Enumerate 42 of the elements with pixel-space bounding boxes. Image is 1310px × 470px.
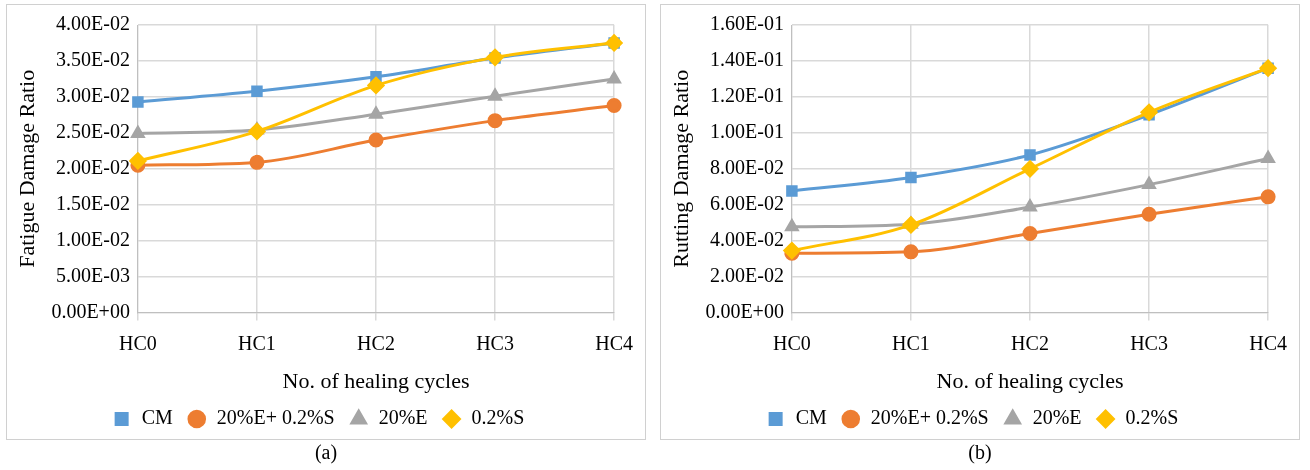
text: (b) xyxy=(967,440,993,464)
x-axis-title: No. of healing cycles xyxy=(282,367,470,393)
x-tick-label: HC0 xyxy=(119,331,157,354)
legend-label: 0.2%S xyxy=(471,406,525,429)
x-axis-title: No. of healing cycles xyxy=(936,367,1124,393)
legend-label: 0.2%S xyxy=(1125,406,1179,429)
y-tick-label: 1.00E-02 xyxy=(56,227,130,250)
x-tick-label: HC4 xyxy=(595,331,634,354)
legend-label: 20%E+ 0.2%S xyxy=(870,406,989,429)
y-tick-label: 2.00E-02 xyxy=(710,263,784,286)
y-tick-label: 1.20E-01 xyxy=(710,84,784,107)
x-tick-label: HC3 xyxy=(476,331,514,354)
legend-label: 20%E xyxy=(1032,406,1082,429)
y-tick-label: 3.50E-02 xyxy=(56,48,130,71)
y-axis-title: Rutting Damage Ratio xyxy=(667,69,693,268)
legend-label: CM xyxy=(141,406,173,429)
x-tick-label: HC3 xyxy=(1130,331,1168,354)
y-tick-label: 6.00E-02 xyxy=(710,192,784,214)
y-tick-label: 1.60E-01 xyxy=(710,12,784,35)
x-tick-label: HC2 xyxy=(1011,331,1049,354)
y-tick-label: 2.50E-02 xyxy=(56,120,130,143)
legend-label: 20%E xyxy=(378,406,428,429)
y-tick-label: 5.00E-03 xyxy=(56,263,130,286)
x-tick-label: HC1 xyxy=(238,331,276,354)
y-tick-label: 4.00E-02 xyxy=(56,12,130,35)
y-tick-label: 3.00E-02 xyxy=(56,84,130,107)
y-axis-title: Fatigue Damage Ratio xyxy=(13,69,39,268)
legend-label: CM xyxy=(795,406,827,429)
y-tick-label: 1.00E-01 xyxy=(710,120,784,143)
x-tick-label: HC1 xyxy=(892,331,930,354)
legend-label: 20%E+ 0.2%S xyxy=(216,406,335,429)
x-tick-label: HC2 xyxy=(357,331,395,354)
y-tick-label: 8.00E-02 xyxy=(710,156,784,179)
y-tick-label: 1.50E-02 xyxy=(56,192,130,214)
text: (a) xyxy=(313,440,339,464)
y-tick-label: 0.00E+00 xyxy=(705,299,784,322)
x-tick-label: HC4 xyxy=(1249,331,1288,354)
y-tick-label: 1.40E-01 xyxy=(710,48,784,71)
y-tick-label: 4.00E-02 xyxy=(710,227,784,250)
y-tick-label: 0.00E+00 xyxy=(51,299,130,322)
y-tick-label: 2.00E-02 xyxy=(56,156,130,179)
x-tick-label: HC0 xyxy=(773,331,811,354)
